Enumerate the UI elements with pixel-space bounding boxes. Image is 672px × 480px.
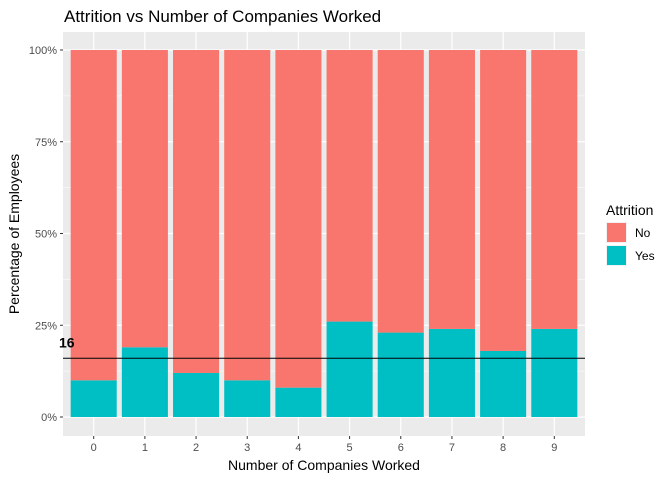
x-axis-title: Number of Companies Worked (228, 457, 420, 473)
y-tick-label: 75% (35, 137, 57, 149)
reference-line-group: 16 (59, 334, 585, 359)
legend: Attrition No Yes (606, 202, 655, 266)
bar-no-2 (173, 50, 220, 373)
legend-swatch-no (607, 223, 626, 242)
legend-swatch-yes (607, 246, 626, 265)
y-tick-label: 50% (35, 229, 57, 241)
bar-yes-1 (121, 347, 168, 417)
bar-yes-2 (173, 372, 220, 417)
bar-no-4 (275, 50, 322, 388)
bar-yes-7 (428, 328, 475, 417)
chart-title: Attrition vs Number of Companies Worked (64, 7, 381, 26)
bar-no-0 (70, 50, 117, 381)
y-axis: 0% 25% 50% 75% 100% (29, 45, 63, 424)
x-tick-label: 2 (193, 442, 199, 454)
bar-yes-5 (326, 321, 373, 417)
bar-no-5 (326, 50, 373, 322)
x-tick-label: 5 (347, 442, 353, 454)
bar-no-1 (121, 50, 168, 348)
x-tick-label: 1 (142, 442, 148, 454)
reference-line-label: 16 (59, 334, 75, 350)
bar-no-9 (531, 50, 578, 329)
bars (70, 50, 578, 417)
legend-label-no: No (635, 226, 651, 240)
legend-title: Attrition (606, 202, 653, 218)
bar-no-7 (428, 50, 475, 329)
bar-yes-3 (224, 380, 271, 417)
x-tick-label: 4 (295, 442, 301, 454)
bar-no-6 (377, 50, 424, 333)
y-tick-label: 25% (35, 320, 57, 332)
x-tick-label: 3 (244, 442, 250, 454)
bar-yes-8 (480, 350, 527, 417)
y-tick-label: 0% (41, 412, 57, 424)
x-axis: 0 1 2 3 4 5 6 7 8 9 (91, 436, 557, 454)
x-tick-label: 9 (551, 442, 557, 454)
legend-label-yes: Yes (635, 249, 655, 263)
bar-no-8 (480, 50, 527, 351)
x-tick-label: 6 (398, 442, 404, 454)
bar-yes-4 (275, 387, 322, 417)
x-tick-label: 7 (449, 442, 455, 454)
x-tick-label: 0 (91, 442, 97, 454)
bar-yes-9 (531, 328, 578, 417)
bar-yes-0 (70, 380, 117, 417)
bar-yes-6 (377, 332, 424, 417)
bar-no-3 (224, 50, 271, 381)
y-axis-title: Percentage of Employees (6, 154, 22, 314)
y-tick-label: 100% (29, 45, 57, 57)
x-tick-label: 8 (500, 442, 506, 454)
